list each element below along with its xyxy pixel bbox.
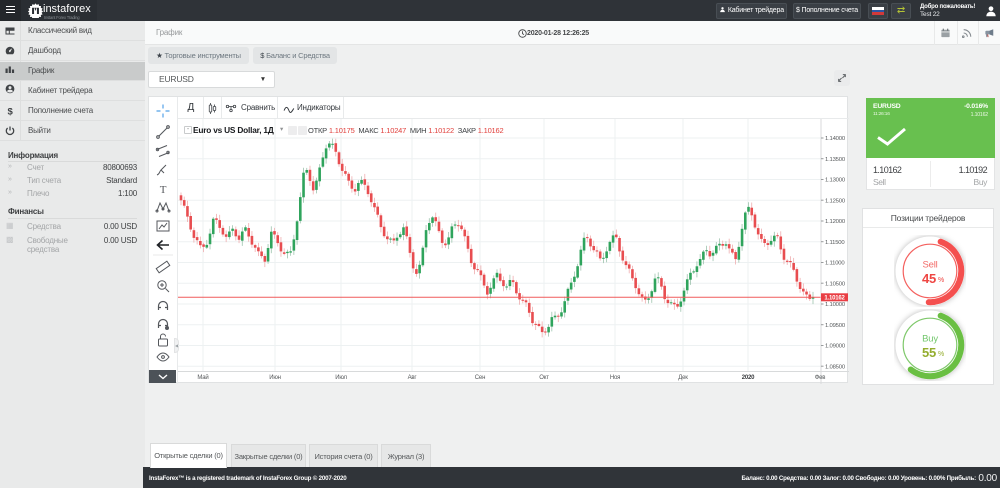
svg-text:Buy: Buy	[922, 334, 938, 345]
svg-text:Ноя: Ноя	[610, 375, 620, 381]
svg-text:Окт: Окт	[539, 375, 549, 381]
svg-text:1.08500: 1.08500	[825, 364, 846, 370]
svg-text:Дек: Дек	[678, 375, 688, 381]
svg-text:1.12500: 1.12500	[825, 198, 846, 204]
svg-text:1.13500: 1.13500	[825, 157, 846, 163]
svg-text:1.14000: 1.14000	[825, 136, 846, 142]
svg-text:45: 45	[922, 271, 936, 286]
svg-text:T: T	[160, 184, 167, 196]
svg-text:55: 55	[922, 345, 936, 360]
svg-text:Авг: Авг	[408, 375, 418, 381]
svg-text:%: %	[938, 351, 944, 358]
svg-text:1.09000: 1.09000	[825, 344, 846, 350]
svg-text:Июл: Июл	[335, 375, 347, 381]
svg-text:1.10000: 1.10000	[825, 302, 846, 308]
svg-text:1.12000: 1.12000	[825, 219, 846, 225]
svg-text:1.13000: 1.13000	[825, 178, 846, 184]
svg-text:1.09500: 1.09500	[825, 323, 846, 329]
svg-text:%: %	[938, 277, 944, 284]
svg-text:Sell: Sell	[922, 260, 937, 271]
svg-text:Июн: Июн	[269, 375, 281, 381]
svg-text:$: $	[7, 107, 13, 118]
svg-text:Сен: Сен	[475, 375, 485, 381]
svg-text:2020: 2020	[742, 375, 755, 381]
svg-text:1.10162: 1.10162	[824, 296, 845, 302]
svg-text:1.11000: 1.11000	[825, 261, 845, 267]
svg-text:Фев: Фев	[815, 375, 826, 381]
svg-text:1.10500: 1.10500	[825, 281, 846, 287]
svg-text:Май: Май	[197, 374, 208, 381]
svg-text:1.11500: 1.11500	[825, 240, 845, 246]
